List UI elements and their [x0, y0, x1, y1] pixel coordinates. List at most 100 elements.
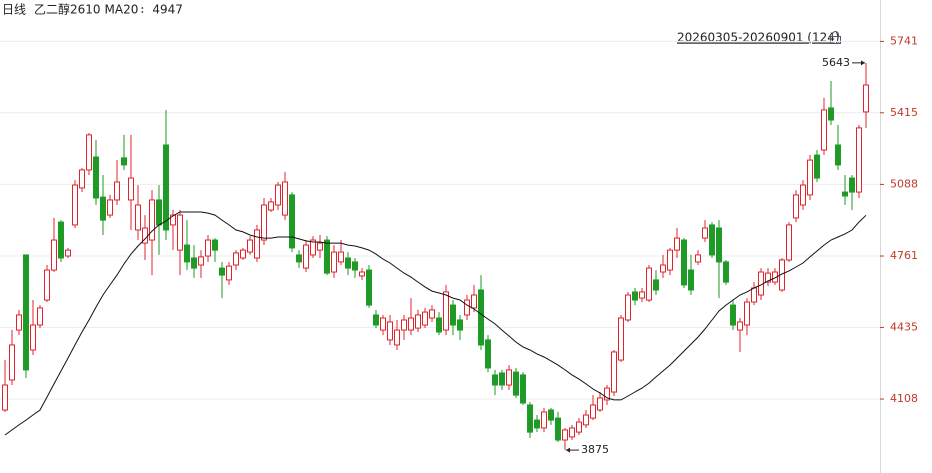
- candle-body: [9, 344, 15, 381]
- candle-body: [317, 242, 323, 251]
- candle-body: [737, 321, 743, 331]
- candle-body: [597, 397, 603, 411]
- y-tick-label: 4761: [890, 249, 918, 262]
- candle-body: [135, 204, 141, 231]
- candle-body: [352, 261, 358, 271]
- y-tick-label: 4108: [890, 392, 918, 405]
- candle-body: [555, 417, 561, 441]
- candle-body: [415, 314, 421, 329]
- candle-body: [226, 265, 232, 281]
- candle-body: [821, 109, 827, 151]
- candle-body: [674, 237, 680, 251]
- candle-body: [261, 204, 267, 241]
- candle-body: [576, 421, 582, 433]
- candle-body: [793, 194, 799, 219]
- y-tick-label: 4435: [890, 320, 918, 333]
- y-tick-label: 5415: [890, 106, 918, 119]
- series-name: 乙二醇2610: [34, 2, 101, 17]
- candle-body: [450, 304, 456, 326]
- candle-body: [30, 324, 36, 351]
- y-tick-label: 5741: [890, 34, 918, 47]
- candle-body: [457, 319, 463, 331]
- candle-body: [604, 387, 610, 401]
- lock-body: [830, 36, 841, 44]
- candle-body: [247, 239, 253, 253]
- ma-separator: [141, 7, 144, 9]
- candle-body: [51, 239, 57, 271]
- candle-body: [660, 264, 666, 273]
- candle-body: [394, 329, 400, 346]
- candle-body: [16, 314, 22, 331]
- candle-body: [156, 199, 162, 226]
- candle-body: [835, 144, 841, 166]
- candle-body: [471, 294, 477, 309]
- candle-body: [72, 184, 78, 226]
- candle-body: [520, 374, 526, 404]
- candle-body: [240, 249, 246, 259]
- candle-body: [646, 267, 652, 301]
- candle-body: [541, 411, 547, 429]
- candle-body: [639, 291, 645, 299]
- candle-body: [107, 199, 113, 216]
- candle-body: [163, 144, 169, 231]
- candle-body: [751, 287, 757, 303]
- candle-body: [730, 304, 736, 326]
- candle-body: [611, 351, 617, 393]
- candle-body: [380, 317, 386, 331]
- lock-icon[interactable]: [830, 31, 841, 44]
- candle-body: [212, 239, 218, 251]
- candle-body: [345, 257, 351, 269]
- candle-body: [198, 256, 204, 266]
- candle-body: [401, 319, 407, 331]
- ma-line: [4, 211, 867, 436]
- candle-body: [534, 419, 540, 429]
- max-annotation: 5643: [822, 56, 850, 69]
- y-tick-label: 5088: [890, 177, 918, 190]
- candle-body: [583, 414, 589, 426]
- candle-body: [856, 127, 862, 193]
- candle-body: [191, 257, 197, 269]
- min-arrowhead: [566, 447, 570, 453]
- candle-body: [37, 307, 43, 326]
- candle-body: [667, 249, 673, 271]
- candle-body: [58, 221, 64, 259]
- range-label: 20260305-20260901 (124): [677, 31, 840, 45]
- candle-body: [149, 199, 155, 241]
- candle-body: [359, 271, 365, 277]
- candle-body: [436, 317, 442, 333]
- candle-body: [338, 251, 344, 263]
- candle-body: [485, 339, 491, 369]
- candle-body: [709, 224, 715, 256]
- candle-body: [282, 181, 288, 216]
- candle-body: [716, 227, 722, 263]
- candle-body: [275, 184, 281, 206]
- candle-body: [702, 227, 708, 239]
- candle-body: [863, 84, 869, 113]
- candle-body: [268, 201, 274, 211]
- candle-body: [527, 404, 533, 433]
- candle-body: [443, 291, 449, 331]
- ma-name: MA20: [105, 3, 139, 17]
- candle-body: [205, 239, 211, 257]
- min-annotation: 3875: [581, 443, 609, 456]
- candle-body: [625, 294, 631, 321]
- candle-body: [695, 254, 701, 263]
- candle-body: [331, 251, 337, 273]
- candle-body: [653, 279, 659, 291]
- candle-body: [387, 321, 393, 341]
- candle-body: [366, 269, 372, 306]
- candle-body: [128, 177, 134, 201]
- candle-body: [590, 404, 596, 419]
- candle-body: [569, 427, 575, 438]
- candle-body: [310, 239, 316, 256]
- candle-body: [513, 371, 519, 396]
- candle-body: [723, 261, 729, 283]
- candle-body: [828, 107, 834, 121]
- candle-body: [688, 269, 694, 291]
- candle-body: [681, 239, 687, 286]
- candle-body: [93, 156, 99, 199]
- candle-body: [492, 374, 498, 386]
- candle-body: [86, 134, 92, 171]
